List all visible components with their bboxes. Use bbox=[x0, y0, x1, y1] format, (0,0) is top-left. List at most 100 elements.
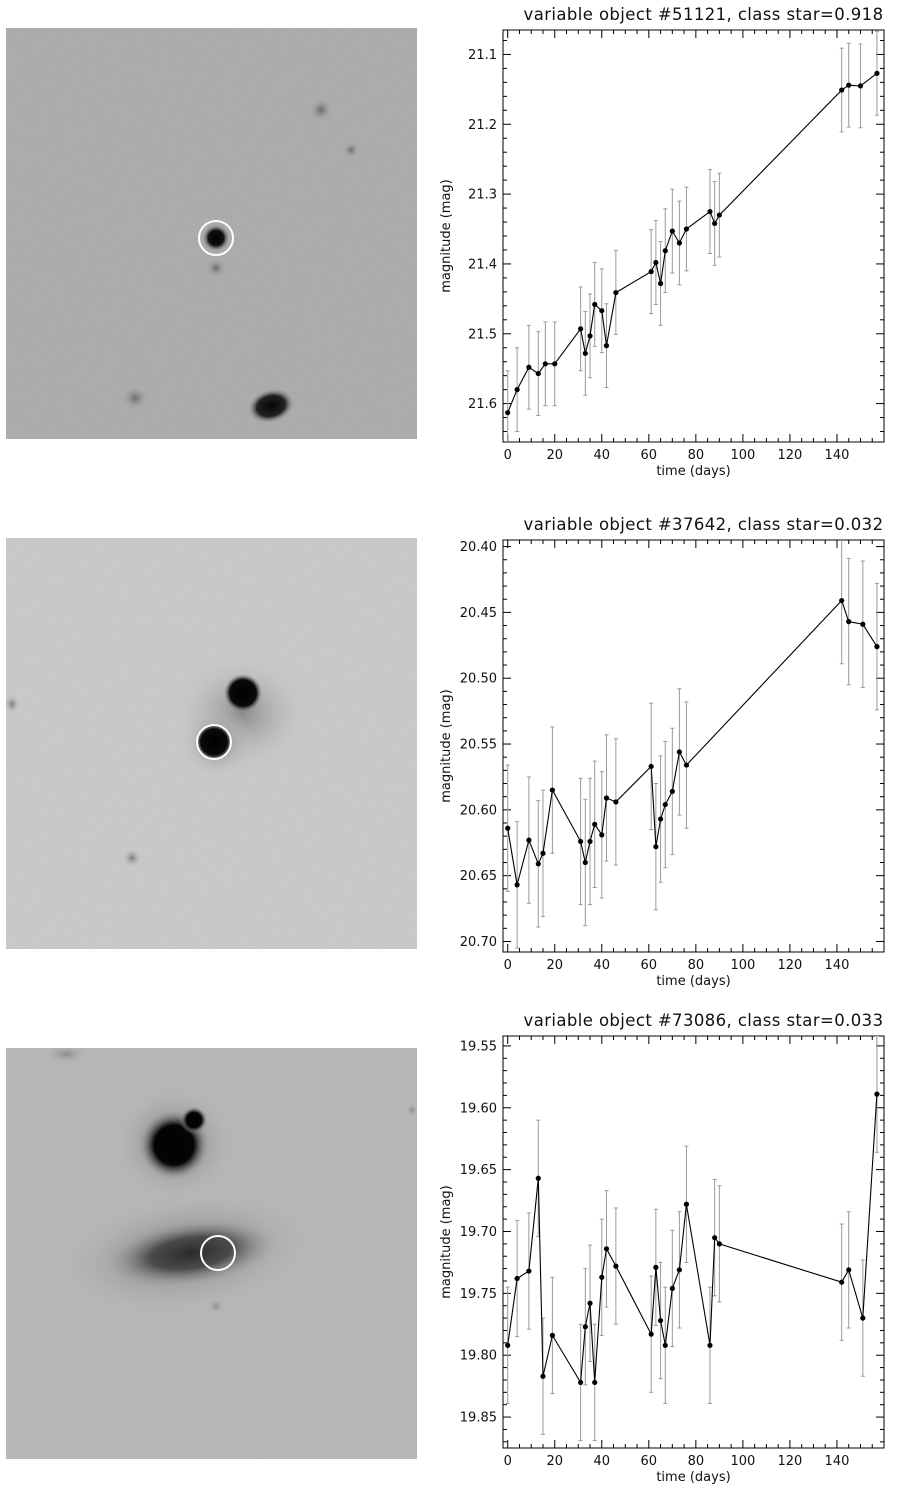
y-tick-label: 21.6 bbox=[468, 397, 497, 412]
y-axis-label: magnitude (mag) bbox=[439, 689, 454, 802]
galaxy-cutout-image-1 bbox=[6, 28, 417, 439]
data-point bbox=[613, 1263, 619, 1269]
data-point bbox=[599, 1274, 605, 1280]
x-axis-label: time (days) bbox=[656, 974, 730, 989]
chart-title: variable object #51121, class star=0.918 bbox=[524, 5, 884, 24]
data-layer bbox=[505, 1036, 880, 1442]
data-point bbox=[514, 387, 520, 393]
y-tick-label: 20.70 bbox=[460, 935, 497, 950]
x-tick-label: 100 bbox=[730, 1454, 755, 1469]
x-tick-label: 0 bbox=[504, 958, 512, 973]
x-tick-label: 120 bbox=[778, 448, 803, 463]
x-axis-label: time (days) bbox=[656, 464, 730, 479]
white-aperture-circle-icon bbox=[200, 1235, 236, 1271]
data-point bbox=[839, 87, 845, 93]
light-curve-panel-3: variable object #73086, class star=0.033… bbox=[0, 1006, 904, 1506]
data-point bbox=[676, 1267, 682, 1273]
x-tick-label: 140 bbox=[825, 448, 850, 463]
x-tick-label: 0 bbox=[504, 1454, 512, 1469]
plot-frame bbox=[502, 1035, 885, 1449]
chart-title: variable object #37642, class star=0.032 bbox=[524, 515, 884, 534]
x-tick-label: 40 bbox=[594, 448, 611, 463]
data-point bbox=[712, 220, 718, 227]
data-point bbox=[582, 1324, 588, 1330]
data-point bbox=[592, 301, 598, 308]
data-point bbox=[613, 799, 619, 805]
data-point bbox=[535, 1175, 541, 1181]
y-tick-label: 21.4 bbox=[468, 257, 497, 272]
data-point bbox=[592, 821, 598, 827]
data-point bbox=[657, 280, 664, 287]
light-curve-plot-2: variable object #37642, class star=0.032… bbox=[430, 510, 904, 1010]
y-tick-label: 19.60 bbox=[460, 1101, 497, 1116]
data-layer bbox=[505, 540, 880, 949]
data-point bbox=[846, 619, 852, 625]
y-tick-label: 19.80 bbox=[460, 1349, 497, 1364]
data-point bbox=[578, 326, 584, 332]
y-tick-label: 20.40 bbox=[460, 540, 497, 555]
data-point bbox=[648, 269, 654, 275]
data-point bbox=[676, 749, 682, 755]
data-point bbox=[669, 228, 675, 234]
data-point bbox=[874, 70, 880, 76]
y-tick-label: 20.50 bbox=[460, 672, 497, 687]
x-tick-label: 60 bbox=[641, 1454, 658, 1469]
plot-frame bbox=[502, 29, 885, 443]
data-point bbox=[662, 248, 668, 254]
x-tick-label: 20 bbox=[546, 1454, 563, 1469]
data-point bbox=[662, 1342, 668, 1348]
x-tick-label: 20 bbox=[546, 448, 563, 463]
data-point bbox=[540, 1373, 546, 1379]
data-point bbox=[505, 1342, 511, 1348]
x-tick-label: 120 bbox=[778, 958, 803, 973]
x-tick-label: 40 bbox=[594, 958, 611, 973]
x-tick-label: 80 bbox=[688, 958, 705, 973]
white-aperture-circle-icon bbox=[198, 220, 234, 256]
y-tick-label: 19.75 bbox=[460, 1287, 497, 1302]
data-point bbox=[860, 1315, 866, 1321]
data-point bbox=[653, 1264, 659, 1270]
data-point bbox=[839, 1279, 845, 1285]
data-point bbox=[603, 343, 610, 349]
chart-title: variable object #73086, class star=0.033 bbox=[524, 1011, 884, 1030]
data-point bbox=[592, 1379, 598, 1386]
data-point bbox=[657, 816, 664, 822]
white-aperture-circle-icon bbox=[196, 724, 232, 760]
series-line bbox=[507, 1094, 878, 1385]
light-curve-panel-1: variable object #51121, class star=0.918… bbox=[0, 0, 904, 500]
y-tick-label: 21.1 bbox=[468, 48, 497, 63]
light-curve-plot-3: variable object #73086, class star=0.033… bbox=[430, 1006, 904, 1506]
x-tick-label: 120 bbox=[778, 1454, 803, 1469]
data-point bbox=[712, 1235, 718, 1241]
data-point bbox=[846, 82, 852, 88]
data-point bbox=[505, 825, 511, 831]
series-line bbox=[507, 72, 878, 413]
light-curve-plot-1: variable object #51121, class star=0.918… bbox=[430, 0, 904, 500]
data-point bbox=[676, 240, 682, 246]
x-axis-label: time (days) bbox=[656, 1470, 730, 1485]
series-line bbox=[507, 599, 878, 886]
data-point bbox=[549, 787, 555, 793]
data-point bbox=[578, 838, 584, 845]
plot-frame bbox=[502, 539, 885, 953]
y-axis-label: magnitude (mag) bbox=[439, 1185, 454, 1298]
x-tick-label: 100 bbox=[730, 448, 755, 463]
galaxy-cutout-icon bbox=[6, 538, 417, 949]
data-point bbox=[716, 1241, 722, 1247]
data-point bbox=[603, 795, 610, 801]
data-layer bbox=[505, 30, 880, 442]
data-point bbox=[526, 364, 532, 370]
light-curve-chart-1: variable object #51121, class star=0.918… bbox=[439, 5, 885, 479]
data-point bbox=[549, 1332, 555, 1339]
x-tick-label: 60 bbox=[641, 448, 658, 463]
data-point bbox=[514, 882, 520, 888]
x-tick-label: 60 bbox=[641, 958, 658, 973]
data-point bbox=[599, 308, 605, 314]
galaxy-cutout-image-2 bbox=[6, 538, 417, 949]
galaxy-cutout-icon bbox=[6, 28, 417, 439]
data-point bbox=[514, 1275, 520, 1282]
data-point bbox=[653, 259, 659, 266]
light-curve-panel-2: variable object #37642, class star=0.032… bbox=[0, 510, 904, 1010]
data-point bbox=[552, 361, 558, 367]
data-point bbox=[683, 226, 690, 232]
